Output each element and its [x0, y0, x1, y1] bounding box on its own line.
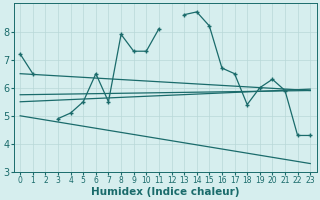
X-axis label: Humidex (Indice chaleur): Humidex (Indice chaleur)	[91, 187, 239, 197]
